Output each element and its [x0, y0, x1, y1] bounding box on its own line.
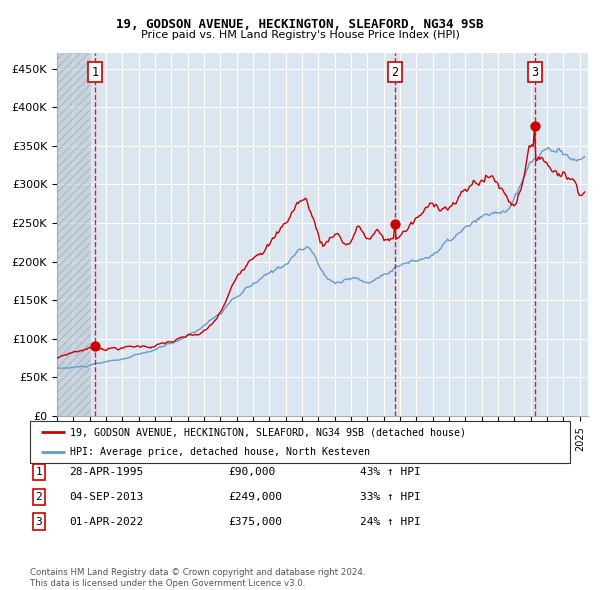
Text: 01-APR-2022: 01-APR-2022 — [69, 517, 143, 526]
Text: 19, GODSON AVENUE, HECKINGTON, SLEAFORD, NG34 9SB (detached house): 19, GODSON AVENUE, HECKINGTON, SLEAFORD,… — [71, 427, 467, 437]
Text: £249,000: £249,000 — [228, 492, 282, 502]
Text: HPI: Average price, detached house, North Kesteven: HPI: Average price, detached house, Nort… — [71, 447, 371, 457]
Text: This data is licensed under the Open Government Licence v3.0.: This data is licensed under the Open Gov… — [30, 579, 305, 588]
Text: 2: 2 — [35, 492, 43, 502]
Text: 19, GODSON AVENUE, HECKINGTON, SLEAFORD, NG34 9SB: 19, GODSON AVENUE, HECKINGTON, SLEAFORD,… — [116, 18, 484, 31]
Text: 43% ↑ HPI: 43% ↑ HPI — [360, 467, 421, 477]
Text: 3: 3 — [35, 517, 43, 526]
Text: 1: 1 — [35, 467, 43, 477]
Text: 33% ↑ HPI: 33% ↑ HPI — [360, 492, 421, 502]
Point — [90, 342, 100, 351]
Text: 2: 2 — [391, 66, 398, 79]
Text: 1: 1 — [92, 66, 98, 79]
Point — [530, 122, 540, 131]
FancyBboxPatch shape — [30, 421, 570, 463]
Text: 3: 3 — [532, 66, 538, 79]
Text: Contains HM Land Registry data © Crown copyright and database right 2024.: Contains HM Land Registry data © Crown c… — [30, 568, 365, 577]
Text: Price paid vs. HM Land Registry's House Price Index (HPI): Price paid vs. HM Land Registry's House … — [140, 30, 460, 40]
Text: £375,000: £375,000 — [228, 517, 282, 526]
Text: 28-APR-1995: 28-APR-1995 — [69, 467, 143, 477]
Point — [390, 219, 400, 228]
Bar — [57, 53, 89, 416]
Text: 04-SEP-2013: 04-SEP-2013 — [69, 492, 143, 502]
Text: £90,000: £90,000 — [228, 467, 275, 477]
Text: 24% ↑ HPI: 24% ↑ HPI — [360, 517, 421, 526]
